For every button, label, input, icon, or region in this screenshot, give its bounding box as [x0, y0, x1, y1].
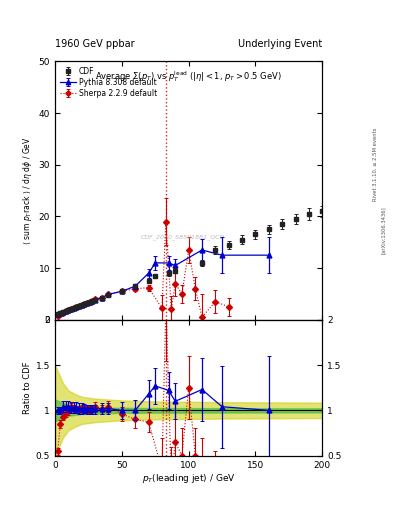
Y-axis label: $\langle$ sum $p_T$rack $\rangle$ / d$\eta$ d$\phi$ / GeV: $\langle$ sum $p_T$rack $\rangle$ / d$\e… — [22, 136, 35, 245]
Text: Underlying Event: Underlying Event — [238, 38, 322, 49]
Text: Rivet 3.1.10, ≥ 2.5M events: Rivet 3.1.10, ≥ 2.5M events — [373, 127, 378, 201]
Legend: CDF, Pythia 8.308 default, Sherpa 2.2.9 default: CDF, Pythia 8.308 default, Sherpa 2.2.9 … — [59, 65, 158, 99]
Text: Average $\Sigma(p_T)$ vs $p_T^{\rm lead}$ ($|\eta| < 1$, $p_T > 0.5$ GeV): Average $\Sigma(p_T)$ vs $p_T^{\rm lead}… — [95, 69, 282, 84]
Text: CDF_2010_S8591881_QCD: CDF_2010_S8591881_QCD — [141, 234, 226, 240]
Y-axis label: Ratio to CDF: Ratio to CDF — [23, 361, 31, 414]
Text: [arXiv:1306.3436]: [arXiv:1306.3436] — [381, 206, 386, 254]
X-axis label: $p_T$(leading jet) / GeV: $p_T$(leading jet) / GeV — [142, 472, 235, 485]
Text: 1960 GeV ppbar: 1960 GeV ppbar — [55, 38, 135, 49]
